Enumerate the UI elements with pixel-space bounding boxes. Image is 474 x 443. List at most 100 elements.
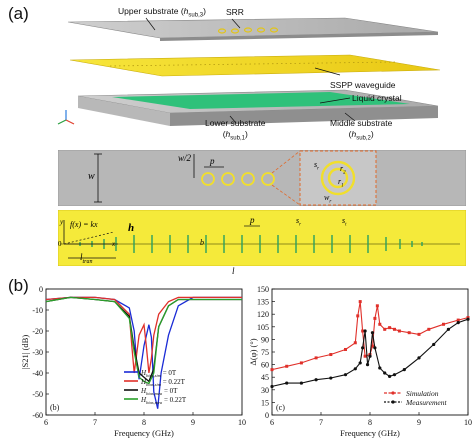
series-line-1 [45,296,242,374]
data-point [344,347,347,351]
data-point [285,381,289,385]
x-tick-label: 6 [44,418,48,427]
y-tick-label: 0 [39,285,43,294]
x-tick-label: 7 [319,418,323,427]
data-point [375,304,379,308]
data-point [383,371,387,375]
y-tick-label: 105 [257,323,269,332]
x-tick-label: 10 [238,418,246,427]
data-point [270,368,274,372]
data-point [356,314,360,318]
data-point [329,353,333,357]
sspp-waveguide-layer [69,54,441,77]
y-tick-label: 45 [261,373,269,382]
sr-label-top: sr [314,160,320,172]
data-point [353,367,357,371]
sspp-waveguide-label: SSPP waveguide [330,80,396,90]
y-axis-label: |S21| (dB) [20,335,30,370]
data-point [442,322,445,326]
r2-label: r2 [340,164,346,176]
legend-marker [391,400,395,404]
srr-row [201,172,275,186]
data-point [358,361,362,365]
y-tick-label: -50 [32,390,43,399]
fx-label: f(x) = kx [70,220,98,229]
panel-b-tag: (b) [8,276,29,295]
srr-detail [320,160,356,196]
b-label: b [200,238,204,247]
y-tick-label: 75 [261,348,269,357]
data-point [388,374,392,378]
data-point [383,327,387,331]
y-axis-label: Δ(φ) (°) [250,338,258,365]
x-axis-label: x [112,240,116,248]
l-label: l [232,266,235,276]
legend-label: Simulation [406,389,439,398]
sub-panel-tag: (c) [276,403,285,412]
y-tick-label: 30 [261,386,269,395]
x-tick-label: 8 [368,418,372,427]
data-point [397,329,401,333]
x-tick-label: 6 [270,418,274,427]
x-tick-label: 7 [93,418,97,427]
st-label-wave: st [342,216,347,228]
data-point [363,354,367,358]
data-point [456,321,460,325]
data-point [417,356,421,360]
p-label-wave: p [250,215,255,225]
middle-substrate-label: Middle substrate (hsub,2) [330,118,393,142]
data-point [373,346,377,350]
lower-substrate-label: Lower substrate (hsub,1) [205,118,266,142]
y-tick-label: -30 [32,348,43,357]
phase-plot: 0 15 30 45 60 75 90 105 120 135 150 6 7 8 9 10 Frequency… [250,285,472,438]
w-label: w [88,171,95,182]
axis-gizmo [57,110,75,125]
origin-label: 0 [58,240,62,248]
y-tick-label: 90 [261,335,269,344]
data-point [466,317,470,321]
data-point [373,316,377,320]
srr-rings [217,27,279,34]
upper-substrate-label: Upper substrate (hsub,3) [118,6,206,19]
legend-label: Measurement [405,398,447,407]
waveguide-diagram [58,210,466,266]
data-point [299,361,303,365]
x-tick-label: 9 [417,418,421,427]
data-point [456,318,460,322]
y-tick-label: 15 [261,398,269,407]
liquid-crystal-label: Liquid crystal [352,93,402,103]
y-tick-label: 150 [257,285,269,294]
data-point [417,332,421,336]
w-half-label: w/2 [178,153,192,163]
top-view-diagram [58,150,466,206]
data-point [314,378,318,382]
y-tick-label: 135 [257,298,269,307]
data-point [270,384,274,389]
y-tick-label: 60 [261,361,269,370]
x-axis-label: Frequency (GHz) [114,428,174,438]
data-point [370,331,375,335]
data-point [427,327,431,331]
data-point [365,363,370,367]
data-point [329,376,333,380]
data-point [363,329,367,333]
exploded-view [57,17,441,126]
data-point [393,327,396,331]
data-point [299,381,303,385]
data-point [361,329,365,333]
data-point [392,373,397,377]
y-tick-label: -10 [32,306,43,315]
data-point [402,368,406,372]
legend-marker [391,391,395,395]
legend-label: Hbias,mea = 0T [140,387,178,397]
h-label: h [128,222,135,234]
data-point [388,326,392,330]
series-line-3 [45,296,242,385]
y-axis-label: y [60,218,64,226]
data-point [407,331,411,335]
y-tick-label: -40 [32,369,43,378]
p-label-top: p [210,156,215,166]
data-point [378,366,382,370]
